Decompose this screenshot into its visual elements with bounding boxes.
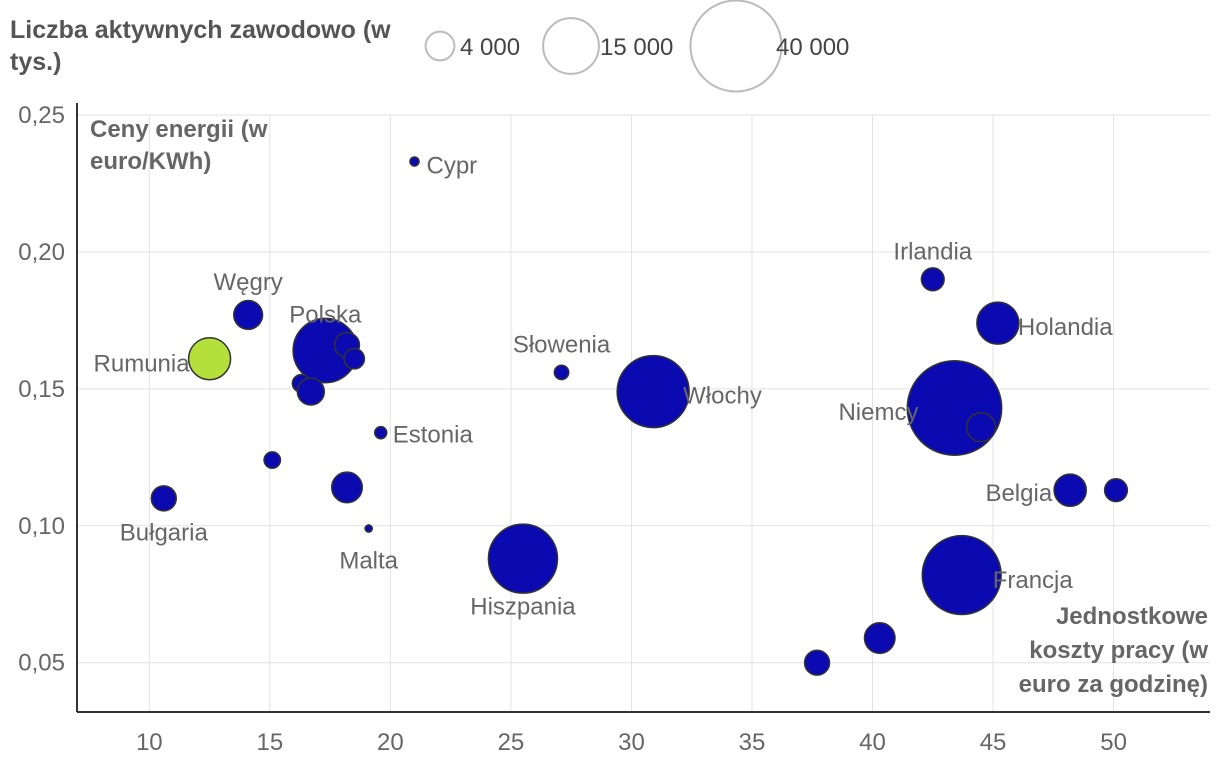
data-point [920, 267, 945, 292]
legend-size-circle [424, 30, 456, 62]
data-point [976, 301, 1020, 345]
data-point [803, 649, 831, 676]
legend-size-label: 15 000 [600, 34, 673, 61]
x-tick-label: 10 [136, 729, 163, 756]
data-point [296, 377, 326, 406]
data-point [616, 354, 690, 429]
point-label: Rumunia [94, 351, 191, 378]
legend-title: Liczba aktywnych zawodowo (w tys.) [10, 16, 391, 76]
data-point [263, 451, 282, 470]
point-label: Hiszpania [470, 594, 576, 621]
point-label: Polska [289, 302, 362, 329]
legend-size-label: 40 000 [776, 34, 849, 61]
x-tick-label: 35 [739, 729, 766, 756]
point-label: Niemcy [838, 399, 918, 426]
data-point [1053, 473, 1088, 508]
data-point [409, 156, 420, 167]
data-point [150, 485, 178, 512]
point-label: Węgry [213, 269, 282, 296]
data-point [487, 523, 559, 594]
point-label: Słowenia [513, 331, 611, 358]
legend-size-label: 4 000 [460, 34, 520, 61]
x-tick-label: 30 [618, 729, 645, 756]
data-point [373, 425, 388, 440]
axes: 10 15 20 25 30 35 40 45 50 0,05 0,10 0,15 0,20 0,25 Ce… [18, 102, 1210, 756]
data-point [343, 347, 366, 370]
y-axis-title: Ceny energii (w euro/KWh) [90, 116, 268, 175]
data-points [150, 156, 1129, 676]
data-point [187, 336, 232, 381]
size-legend: 4 000 15 000 40 000 [424, 0, 849, 93]
x-tick-label: 15 [256, 729, 283, 756]
y-tick-label: 0,20 [18, 239, 65, 266]
data-point [921, 534, 1002, 616]
point-label: Belgia [985, 480, 1052, 507]
x-tick-label: 25 [498, 729, 525, 756]
data-point [364, 524, 374, 533]
data-point [330, 471, 364, 504]
data-point [553, 364, 570, 381]
data-point [1103, 478, 1129, 503]
x-tick-label: 20 [377, 729, 404, 756]
y-tick-label: 0,25 [18, 102, 65, 129]
data-point [965, 412, 997, 443]
point-label: Estonia [393, 422, 474, 449]
y-tick-label: 0,05 [18, 650, 65, 677]
y-tick-label: 0,15 [18, 376, 65, 403]
data-point [906, 360, 1003, 456]
x-tick-label: 50 [1100, 729, 1127, 756]
legend-size-circle [689, 0, 783, 93]
x-tick-label: 45 [980, 729, 1007, 756]
point-label: Bułgaria [120, 519, 209, 546]
data-point [863, 622, 896, 655]
point-label: Malta [339, 548, 398, 575]
point-labels: Cypr Węgry Polska Rumunia Słowenia Włochy Esto… [94, 153, 1114, 621]
point-label: Irlandia [893, 238, 972, 265]
legend-size-circle [542, 17, 600, 75]
data-point [233, 299, 264, 331]
y-tick-label: 0,10 [18, 513, 65, 540]
x-axis-title: Jednostkowe koszty pracy (w euro za godzin… [1019, 603, 1209, 698]
point-label: Francja [993, 567, 1074, 594]
point-label: Cypr [426, 153, 477, 180]
x-tick-label: 40 [859, 729, 886, 756]
point-label: Włochy [683, 383, 762, 410]
point-label: Holandia [1018, 314, 1113, 341]
